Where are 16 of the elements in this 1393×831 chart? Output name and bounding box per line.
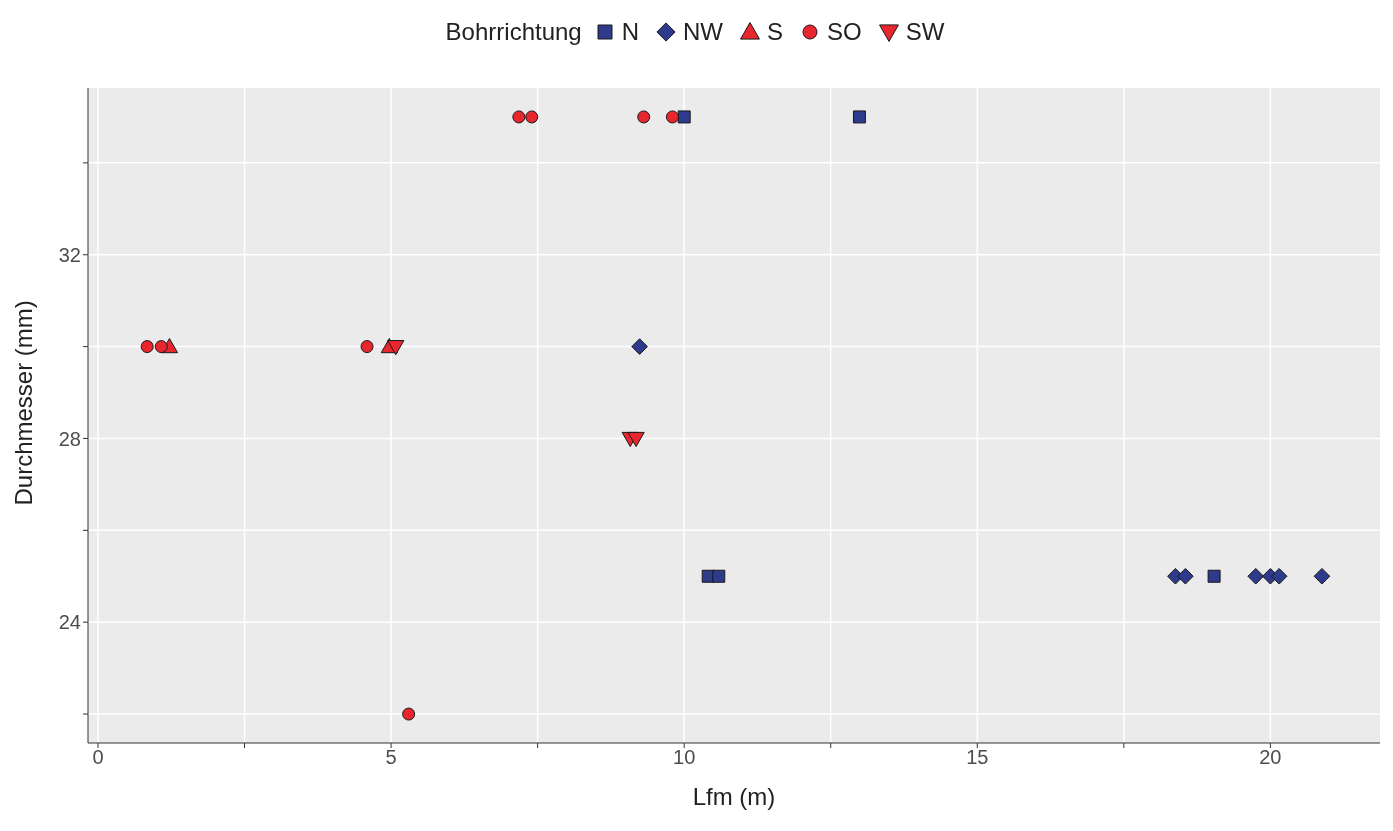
y-tick-label: 32 <box>58 243 81 266</box>
y-tick-label: 24 <box>58 611 81 634</box>
x-tick-label: 15 <box>966 746 989 769</box>
y-axis-title: Durchmesser (mm) <box>9 300 37 506</box>
x-axis-title: Lfm (m) <box>692 783 776 810</box>
legend-label: S <box>767 18 784 46</box>
y-tick-label: 28 <box>58 427 81 450</box>
x-tick-label: 0 <box>92 746 104 769</box>
legend-label: SO <box>827 18 862 46</box>
legend-title: Bohrrichtung <box>445 18 582 46</box>
legend-label: SW <box>905 18 945 46</box>
legend-label: NW <box>683 18 724 46</box>
x-tick-label: 20 <box>1259 746 1282 769</box>
x-tick-label: 10 <box>673 746 696 769</box>
x-tick-label: 5 <box>385 746 397 769</box>
legend-label: N <box>621 18 640 46</box>
